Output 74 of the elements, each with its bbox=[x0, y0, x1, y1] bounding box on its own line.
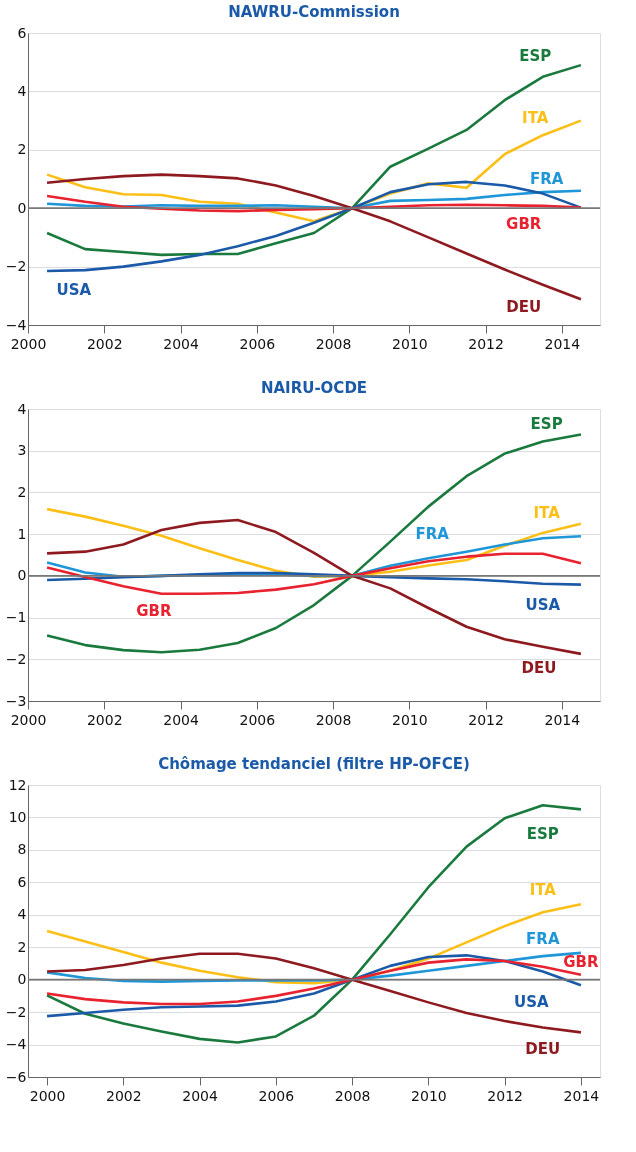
series-label: ESP bbox=[530, 414, 563, 433]
x-tick-label: 2004 bbox=[163, 335, 199, 352]
x-tick-label: 2006 bbox=[258, 1087, 295, 1104]
series-label: USA bbox=[525, 596, 561, 615]
y-tick-label: −1 bbox=[5, 609, 27, 626]
series-label: ESP bbox=[526, 824, 559, 843]
x-tick-label: 2002 bbox=[86, 335, 123, 352]
series-label: DEU bbox=[521, 658, 557, 677]
series-label: DEU bbox=[506, 298, 542, 317]
y-tick-label: 0 bbox=[17, 567, 27, 584]
x-tick-label: 2002 bbox=[86, 711, 123, 728]
series-label: ESP bbox=[519, 47, 552, 66]
y-tick-label: −2 bbox=[5, 258, 27, 275]
y-tick-label: 0 bbox=[17, 971, 27, 988]
y-tick-label: −6 bbox=[5, 1068, 27, 1085]
chart-title: Chômage tendanciel (filtre HP-OFCE) bbox=[158, 755, 470, 773]
series-label: FRA bbox=[415, 525, 450, 544]
y-tick-label: 8 bbox=[17, 841, 27, 858]
y-tick-label: 10 bbox=[8, 808, 27, 825]
y-tick-label: −4 bbox=[5, 1036, 27, 1053]
y-tick-label: 2 bbox=[17, 938, 27, 955]
x-tick-label: 2012 bbox=[487, 1087, 523, 1104]
y-tick-label: 6 bbox=[17, 873, 27, 890]
series-label: FRA bbox=[526, 930, 560, 949]
line-series bbox=[45, 518, 583, 656]
chart-title: NAIRU-OCDE bbox=[260, 379, 368, 397]
line-series bbox=[45, 63, 583, 257]
x-tick-label: 2014 bbox=[544, 335, 581, 352]
y-tick-label: −3 bbox=[5, 692, 27, 709]
y-tick-label: 12 bbox=[8, 776, 27, 793]
series-label: ITA bbox=[533, 504, 561, 523]
y-tick-label: 4 bbox=[17, 906, 27, 923]
x-tick-label: 2008 bbox=[334, 1087, 371, 1104]
x-tick-label: 2010 bbox=[392, 711, 428, 728]
series-label: USA bbox=[56, 280, 92, 299]
y-tick-label: 0 bbox=[17, 199, 27, 216]
x-tick-label: 2012 bbox=[468, 711, 504, 728]
x-tick-label: 2008 bbox=[315, 711, 352, 728]
y-tick-label: 4 bbox=[17, 400, 27, 417]
y-tick-label: −4 bbox=[5, 316, 27, 333]
x-tick-label: 2008 bbox=[315, 335, 352, 352]
series-label: GBR bbox=[563, 952, 600, 971]
series-label: DEU bbox=[525, 1040, 561, 1059]
x-tick-label: 2014 bbox=[544, 711, 581, 728]
series-label: FRA bbox=[529, 170, 564, 188]
x-tick-label: 2000 bbox=[29, 1087, 66, 1104]
x-tick-label: 2000 bbox=[10, 711, 47, 728]
x-tick-label: 2000 bbox=[10, 335, 47, 352]
x-tick-label: 2004 bbox=[182, 1087, 218, 1104]
line-series bbox=[45, 173, 583, 301]
x-tick-label: 2010 bbox=[411, 1087, 447, 1104]
x-tick-label: 2010 bbox=[392, 335, 428, 352]
series-label: USA bbox=[514, 993, 550, 1012]
chart-title: NAWRU-Commission bbox=[228, 3, 400, 21]
series-label: GBR bbox=[136, 602, 172, 621]
y-tick-label: 2 bbox=[17, 483, 27, 500]
y-tick-label: 4 bbox=[17, 82, 27, 99]
x-tick-label: 2006 bbox=[239, 335, 276, 352]
y-tick-label: 3 bbox=[17, 442, 27, 459]
line-series bbox=[45, 552, 583, 596]
series-label: GBR bbox=[506, 215, 542, 234]
y-tick-label: −2 bbox=[5, 650, 27, 667]
x-tick-label: 2002 bbox=[106, 1087, 142, 1104]
series-label: ITA bbox=[522, 108, 549, 127]
x-tick-label: 2004 bbox=[163, 711, 199, 728]
y-tick-label: −2 bbox=[5, 1003, 27, 1020]
line-series bbox=[45, 433, 583, 654]
y-tick-label: 1 bbox=[17, 525, 27, 542]
x-tick-label: 2006 bbox=[239, 711, 276, 728]
y-tick-label: 2 bbox=[17, 141, 27, 158]
x-tick-label: 2012 bbox=[468, 335, 504, 352]
x-tick-label: 2014 bbox=[563, 1087, 600, 1104]
series-label: ITA bbox=[529, 881, 557, 900]
y-tick-label: 6 bbox=[17, 24, 27, 41]
